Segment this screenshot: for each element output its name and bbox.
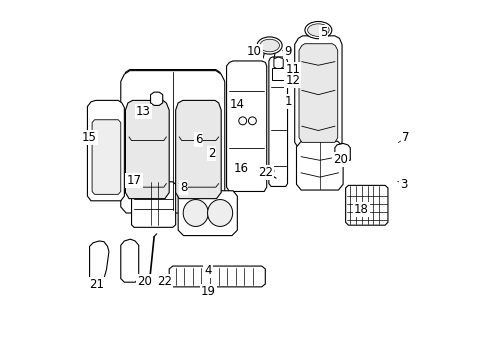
Text: 19: 19 (201, 285, 216, 298)
Ellipse shape (257, 37, 282, 54)
Ellipse shape (238, 117, 246, 125)
Polygon shape (175, 100, 221, 199)
Text: 20: 20 (137, 275, 152, 288)
Text: 11: 11 (285, 63, 300, 76)
Polygon shape (298, 44, 337, 142)
Polygon shape (334, 143, 349, 160)
Ellipse shape (183, 199, 208, 226)
Text: 20: 20 (332, 153, 347, 166)
Text: 1: 1 (284, 95, 291, 108)
Ellipse shape (248, 117, 256, 125)
Polygon shape (268, 57, 287, 186)
Text: 7: 7 (401, 131, 409, 144)
Text: 17: 17 (126, 174, 141, 187)
Text: 6: 6 (194, 133, 202, 146)
Text: 16: 16 (233, 162, 248, 175)
Polygon shape (131, 182, 175, 227)
Text: 22: 22 (257, 166, 272, 179)
Polygon shape (178, 191, 237, 235)
Ellipse shape (259, 39, 279, 52)
Polygon shape (121, 239, 139, 282)
Polygon shape (226, 61, 266, 192)
Polygon shape (345, 185, 387, 225)
Text: 15: 15 (82, 131, 97, 144)
Ellipse shape (207, 199, 232, 226)
Polygon shape (296, 141, 343, 190)
Text: 10: 10 (246, 45, 261, 58)
Text: 3: 3 (399, 178, 407, 191)
Text: 12: 12 (285, 74, 300, 87)
Polygon shape (121, 71, 224, 213)
Polygon shape (87, 100, 124, 201)
Text: 14: 14 (229, 98, 244, 111)
Polygon shape (272, 68, 284, 80)
Polygon shape (150, 92, 163, 105)
Text: 21: 21 (89, 278, 104, 291)
Text: 8: 8 (180, 181, 187, 194)
Polygon shape (125, 100, 169, 199)
Polygon shape (92, 120, 121, 194)
Polygon shape (273, 57, 283, 69)
Text: 22: 22 (157, 275, 172, 288)
Text: 9: 9 (283, 45, 291, 58)
Text: 13: 13 (136, 105, 150, 118)
Polygon shape (89, 241, 109, 282)
Text: 18: 18 (353, 203, 368, 216)
Ellipse shape (266, 168, 273, 174)
Text: 5: 5 (319, 27, 326, 40)
Polygon shape (294, 36, 341, 148)
Polygon shape (169, 266, 265, 287)
Ellipse shape (305, 22, 331, 39)
Text: 2: 2 (207, 147, 215, 159)
Text: 4: 4 (204, 264, 211, 277)
Ellipse shape (307, 24, 328, 36)
